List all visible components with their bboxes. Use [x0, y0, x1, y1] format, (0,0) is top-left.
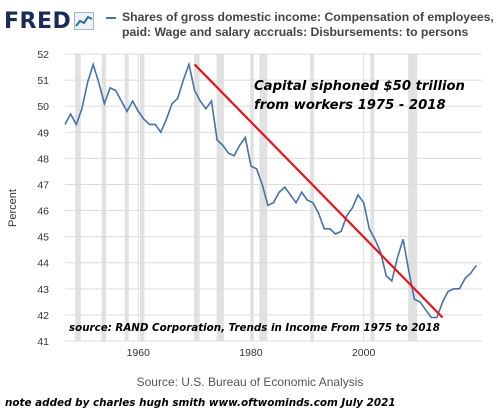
recession-band	[139, 54, 145, 341]
annotation-line-1: Capital siphoned $50 trillion	[254, 79, 465, 94]
y-tick-label: 43	[37, 284, 49, 296]
recession-band	[408, 54, 418, 341]
line-chart: 41 42 43 44 45 46 47 48 49 50 51 52 1960 1980 2000 Pe…	[7, 49, 482, 359]
series-line	[64, 61, 478, 319]
recession-band	[259, 54, 268, 341]
chart-header: FRED Shares of gross domestic income: Co…	[0, 0, 500, 46]
x-tick-labels: 1960 1980 2000	[127, 347, 376, 359]
y-tick-label: 50	[37, 101, 49, 113]
x-tick-label: 2000	[352, 347, 376, 359]
recession-band	[216, 54, 224, 341]
source-caption: Source: U.S. Bureau of Economic Analysis	[136, 375, 364, 389]
author-note: note added by charles hugh smith www.oft…	[5, 397, 396, 409]
logo-chart-icon	[74, 12, 95, 30]
x-tick-label: 1960	[127, 347, 151, 359]
trend-line	[193, 63, 444, 319]
recession-band	[370, 54, 375, 341]
y-axis-label: Percent	[7, 189, 19, 227]
y-tick-labels: 41 42 43 44 45 46 47 48 49 50 51 52	[37, 49, 49, 348]
chart-legend: Shares of gross domestic income: Compens…	[106, 10, 496, 40]
recession-band	[101, 54, 107, 341]
recession-band	[124, 54, 129, 341]
recession-band	[194, 54, 200, 341]
legend-line-2: paid: Wage and salary accruals: Disburse…	[122, 25, 469, 39]
y-tick-label: 52	[37, 49, 49, 61]
y-tick-label: 45	[37, 232, 49, 244]
source-annotation: source: RAND Corporation, Trends in Inco…	[69, 322, 440, 334]
recession-band	[250, 54, 254, 341]
y-tick-label: 41	[37, 336, 49, 348]
y-tick-label: 44	[37, 258, 49, 270]
legend-line-1: Shares of gross domestic income: Compens…	[122, 10, 494, 24]
y-tick-label: 47	[37, 179, 49, 191]
recession-band	[310, 54, 315, 341]
recession-band	[75, 54, 81, 341]
y-tick-label: 48	[37, 153, 49, 165]
gridlines	[65, 53, 482, 342]
legend-series-label: Shares of gross domestic income: Compens…	[122, 10, 494, 40]
fred-logo[interactable]: FRED	[4, 6, 95, 36]
recession-bands	[75, 54, 418, 341]
y-tick-label: 42	[37, 310, 49, 322]
y-tick-label: 49	[37, 127, 49, 139]
x-tick-label: 1980	[239, 347, 263, 359]
y-tick-label: 51	[37, 75, 49, 87]
logo-text: FRED	[4, 8, 72, 34]
legend-series-swatch	[106, 17, 116, 19]
y-tick-label: 46	[37, 206, 49, 218]
annotation-line-2: from workers 1975 - 2018	[254, 98, 446, 113]
